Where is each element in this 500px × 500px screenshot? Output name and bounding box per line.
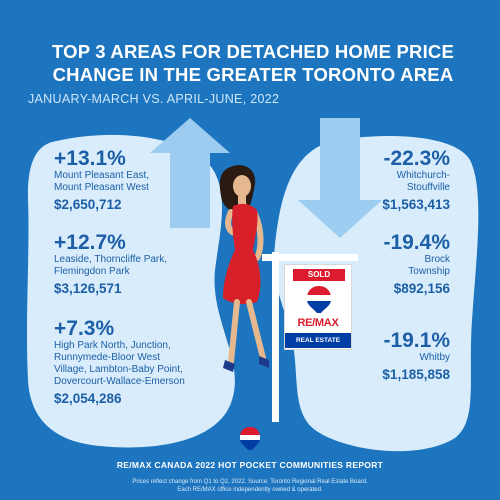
gain-area: High Park North, Junction, <box>54 340 171 351</box>
title-line-1: TOP 3 AREAS FOR DETACHED HOME PRICE <box>51 41 455 62</box>
gain-price: $3,126,571 <box>54 281 122 296</box>
footer-note-line-1: Prices reflect change from Q1 to Q2, 202… <box>132 479 368 485</box>
loss-price: $892,156 <box>393 281 450 296</box>
loss-area: Whitchurch- <box>396 170 450 181</box>
balloon-logo-icon <box>307 286 331 313</box>
up-arrow-icon <box>150 118 230 228</box>
gain-percent: +12.7% <box>54 231 126 254</box>
down-arrow-icon <box>298 118 382 238</box>
footer-note-line-2: Each RE/MAX office independently owned &… <box>177 487 323 493</box>
gain-area: Dovercourt-Wallace-Emerson <box>54 376 185 387</box>
loss-price: $1,563,413 <box>382 197 450 212</box>
loss-area: Township <box>408 266 450 277</box>
sign-crossbar <box>262 254 358 261</box>
sign-brand: RE/MAX <box>297 317 339 329</box>
loss-percent: -19.1% <box>383 329 450 352</box>
woman-illustration <box>219 165 269 372</box>
gain-area: Leaside, Thorncliffe Park, <box>54 254 168 265</box>
loss-area: Stouffville <box>406 182 450 193</box>
sign-board: SOLD RE/MAX REAL ESTATE <box>284 264 352 350</box>
sold-label: SOLD <box>293 269 345 281</box>
loss-price: $1,185,858 <box>382 367 450 382</box>
gain-area: Runnymede-Bloor West <box>54 352 160 363</box>
gain-block-2: +12.7% Leaside, Thorncliffe Park, Flemin… <box>54 232 167 297</box>
sold-sign: SOLD RE/MAX REAL ESTATE <box>262 252 358 422</box>
loss-area: Whitby <box>419 352 450 363</box>
gain-percent: +13.1% <box>54 147 126 170</box>
loss-block-2: -19.4% Brock Township $892,156 <box>383 232 450 297</box>
footer-note: Prices reflect change from Q1 to Q2, 202… <box>0 478 500 494</box>
gain-area: Village, Lambton-Baby Point, <box>54 364 183 375</box>
gain-percent: +7.3% <box>54 317 115 340</box>
title-line-2: CHANGE IN THE GREATER TORONTO AREA <box>52 64 454 85</box>
report-title: RE/MAX CANADA 2022 HOT POCKET COMMUNITIE… <box>116 460 384 470</box>
gain-block-3: +7.3% High Park North, Junction, Runnyme… <box>54 318 185 407</box>
gain-area: Mount Pleasant East, <box>54 170 150 181</box>
gain-area: Mount Pleasant West <box>54 182 149 193</box>
sign-strip: REAL ESTATE <box>285 333 351 348</box>
loss-area: Brock <box>424 254 450 265</box>
loss-percent: -22.3% <box>383 147 450 170</box>
loss-percent: -19.4% <box>383 231 450 254</box>
sign-post <box>272 252 279 422</box>
remax-balloon-logo-icon <box>240 427 260 450</box>
page-subtitle: JANUARY-MARCH VS. APRIL-JUNE, 2022 <box>28 92 280 106</box>
gain-price: $2,650,712 <box>54 197 122 212</box>
loss-block-1: -22.3% Whitchurch- Stouffville $1,563,41… <box>382 148 450 213</box>
gain-price: $2,054,286 <box>54 391 122 406</box>
loss-block-3: -19.1% Whitby $1,185,858 <box>382 330 450 383</box>
gain-block-1: +13.1% Mount Pleasant East, Mount Pleasa… <box>54 148 149 213</box>
gain-area: Flemingdon Park <box>54 266 130 277</box>
page-title: TOP 3 AREAS FOR DETACHED HOME PRICE CHAN… <box>28 40 478 86</box>
